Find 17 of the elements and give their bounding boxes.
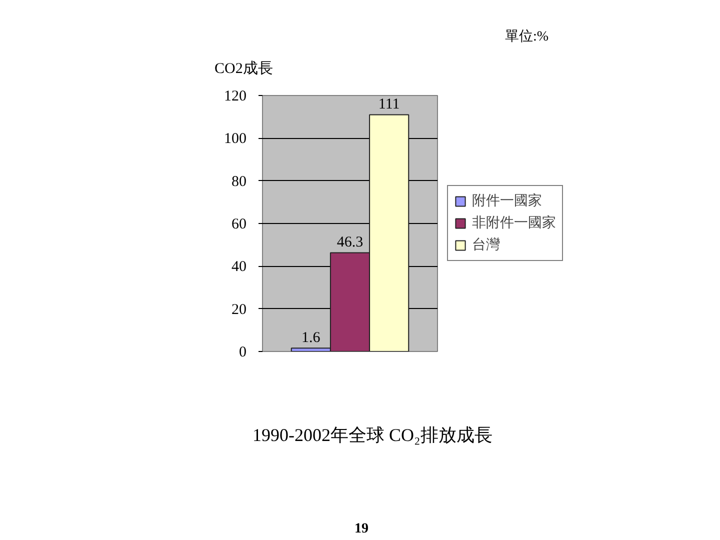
y-tick-label: 60 bbox=[232, 216, 246, 232]
y-tick-label: 20 bbox=[232, 302, 246, 318]
text: 19 bbox=[354, 522, 368, 536]
data-label: 46.3 bbox=[336, 234, 364, 251]
y-tick-label: 120 bbox=[224, 88, 246, 104]
text: 1990-2002年全球 CO₂排放成長 bbox=[252, 425, 492, 445]
legend-label: 台灣 bbox=[472, 236, 500, 254]
data-label: 1.6 bbox=[302, 330, 321, 346]
text: 單位:% bbox=[504, 28, 549, 44]
y-tick-label: 100 bbox=[224, 131, 246, 148]
legend-label: 非附件一國家 bbox=[472, 214, 556, 232]
y-tick-label: 0 bbox=[239, 344, 246, 360]
y-tick-label: 80 bbox=[232, 174, 246, 190]
y-axis-title: CO2成長 bbox=[214, 60, 273, 77]
data-label: 111 bbox=[378, 96, 400, 113]
y-tick-label: 40 bbox=[232, 259, 246, 276]
legend-label: 附件一國家 bbox=[472, 192, 542, 210]
